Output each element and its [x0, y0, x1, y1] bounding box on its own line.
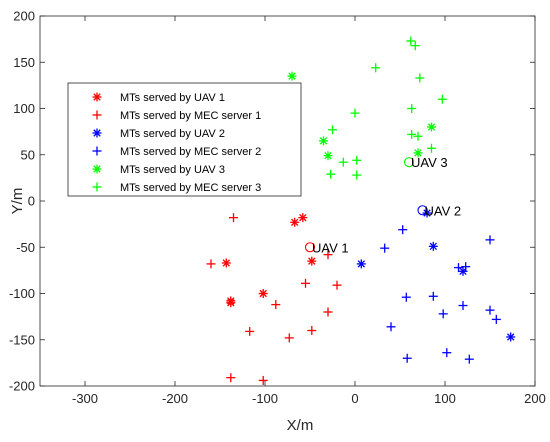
- data-point: [485, 305, 495, 315]
- data-point: [323, 307, 333, 317]
- data-point: [323, 250, 333, 260]
- y-axis-label: Y/m: [9, 188, 26, 215]
- data-point: [352, 155, 362, 165]
- uav-label: UAV 3: [411, 155, 448, 170]
- data-point: [245, 326, 255, 336]
- y-tick-label: 150: [13, 55, 35, 70]
- data-point: [258, 289, 268, 298]
- uav-label: UAV 1: [312, 240, 349, 255]
- data-point: [407, 104, 417, 113]
- data-point: [229, 213, 238, 223]
- uav-position-marker: [403, 157, 415, 168]
- data-point: [323, 151, 333, 161]
- data-point: [415, 73, 425, 83]
- x-tick-label: 100: [434, 391, 456, 406]
- data-point: [410, 41, 420, 51]
- data-point: [428, 241, 438, 251]
- legend-marker: [92, 164, 102, 174]
- data-point: [301, 278, 310, 288]
- legend-entry: MTs served by UAV 3: [120, 164, 225, 176]
- data-point: [413, 131, 423, 141]
- data-point: [401, 292, 411, 302]
- data-point: [350, 108, 360, 118]
- data-point: [437, 94, 447, 104]
- data-point: [427, 122, 436, 132]
- data-point: [371, 63, 381, 73]
- legend-entry: MTs served by UAV 1: [120, 92, 225, 104]
- y-tick-label: -50: [16, 240, 35, 255]
- data-point: [407, 129, 417, 139]
- plot-area: [39, 15, 536, 387]
- y-tick-label: -100: [9, 286, 35, 301]
- data-point: [284, 333, 294, 343]
- data-point: [287, 71, 297, 81]
- data-point: [206, 259, 216, 269]
- x-tick-label: 0: [351, 391, 358, 406]
- x-tick-label: -100: [252, 391, 278, 406]
- legend-entry: MTs served by UAV 2: [120, 128, 225, 140]
- x-axis-label: X/m: [287, 417, 314, 434]
- data-point: [413, 148, 423, 158]
- y-tick-label: -200: [9, 379, 35, 394]
- legend-marker: [92, 110, 102, 120]
- legend-entry: MTs served by MEC server 2: [120, 146, 261, 158]
- data-point: [338, 157, 348, 167]
- uav-position-marker: [417, 205, 428, 216]
- x-tick-label: -200: [162, 391, 188, 406]
- y-tick-label: -150: [9, 332, 35, 347]
- data-point: [402, 353, 412, 363]
- axis-ticks: -300 -200 -100 0 100 200 -200 -150 -100 -50 0 50 100…: [9, 9, 546, 407]
- legend-entry: MTs served by MEC server 1: [120, 110, 261, 122]
- y-tick-label: 200: [13, 9, 35, 24]
- legend-marker: [92, 92, 102, 102]
- data-point: [226, 373, 236, 383]
- y-tick-label: 50: [21, 147, 35, 162]
- data-point: [221, 258, 231, 268]
- data-point: [427, 143, 436, 153]
- y-tick-label: 0: [28, 194, 35, 209]
- legend: MTs served by UAV 1 MTs served by MEC ser…: [67, 82, 302, 197]
- data-point: [319, 136, 328, 146]
- data-point: [307, 326, 317, 335]
- data-point: [506, 332, 516, 342]
- data-point: [491, 314, 501, 324]
- data-point: [380, 243, 390, 253]
- legend-box: [67, 82, 302, 197]
- x-tick-label: 200: [524, 391, 546, 406]
- legend-marker: [92, 182, 102, 192]
- data-point: [461, 262, 471, 272]
- data-point: [328, 125, 337, 135]
- data-point: [406, 36, 416, 46]
- data-point: [352, 170, 362, 180]
- data-point: [356, 259, 366, 269]
- data-point: [464, 354, 474, 364]
- y-tick-label: 100: [13, 101, 35, 116]
- data-point: [398, 225, 408, 235]
- data-point: [332, 280, 342, 290]
- data-marks: [206, 36, 516, 385]
- data-point: [428, 291, 438, 301]
- data-point: [271, 300, 281, 310]
- data-point: [386, 322, 396, 332]
- data-point: [226, 298, 236, 308]
- data-point: [458, 301, 468, 311]
- legend-marker: [92, 146, 102, 156]
- data-point: [307, 256, 317, 266]
- data-point: [454, 263, 463, 273]
- uav-label: UAV 2: [425, 203, 462, 218]
- legend-entry: MTs served by MEC server 3: [120, 182, 261, 194]
- uav-position-marker: [304, 242, 316, 253]
- legend-marker: [92, 128, 102, 138]
- x-tick-label: -300: [72, 391, 98, 406]
- data-point: [258, 375, 268, 385]
- annotations: UAV 1 UAV 2 UAV 3: [304, 155, 462, 255]
- data-point: [485, 235, 495, 245]
- data-point: [438, 309, 448, 319]
- data-point: [290, 217, 300, 227]
- data-point: [442, 348, 452, 358]
- data-point: [326, 169, 336, 179]
- data-point: [298, 213, 308, 223]
